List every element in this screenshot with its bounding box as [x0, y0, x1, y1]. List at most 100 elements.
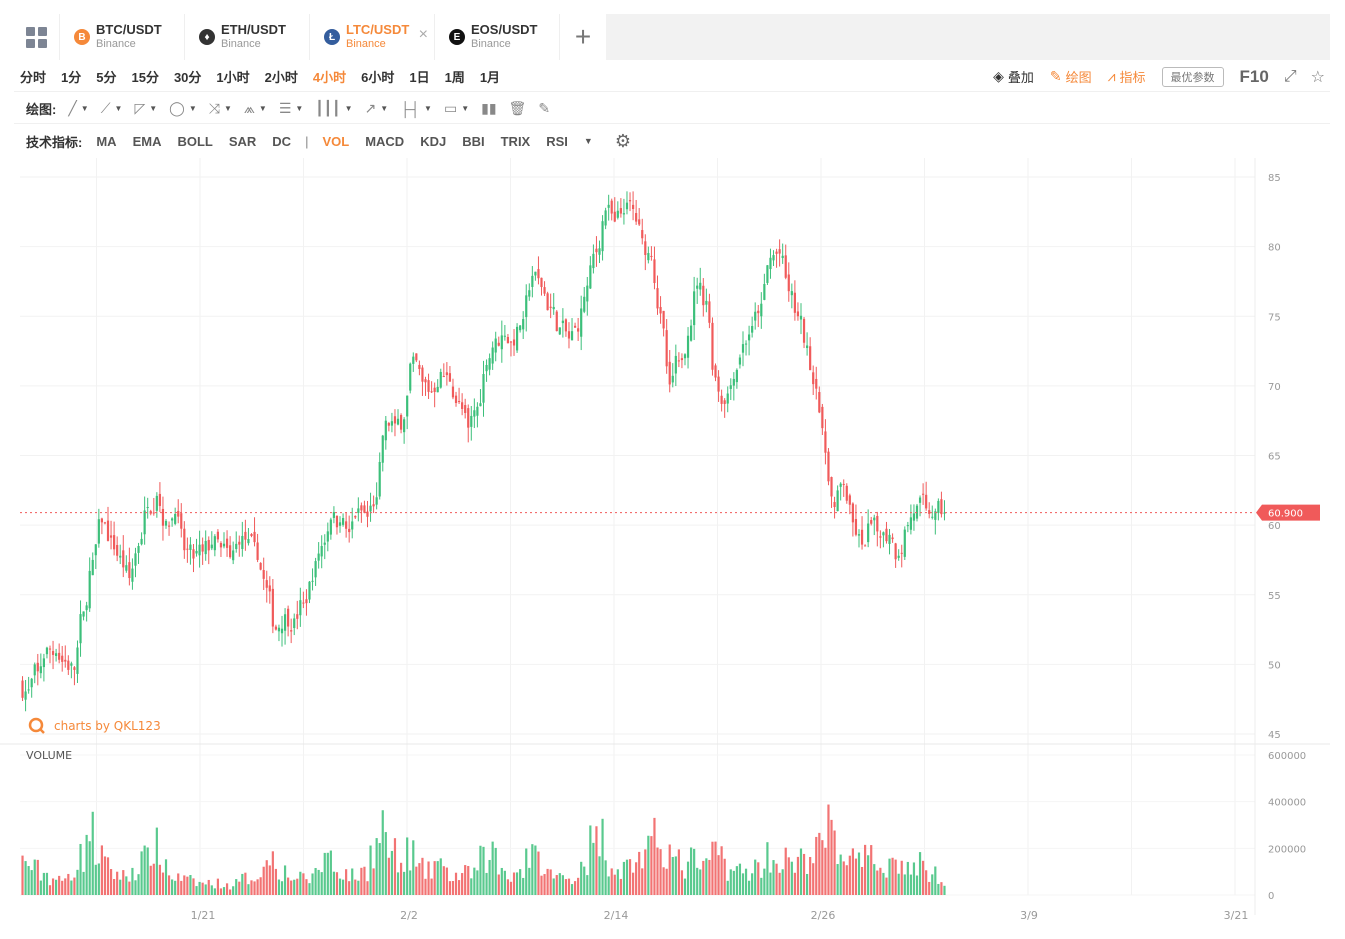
bars-tool[interactable]: ▮▮: [475, 100, 502, 117]
pair-tab[interactable]: E EOS/USDT Binance: [435, 14, 560, 60]
f10-button[interactable]: F10: [1239, 66, 1269, 86]
interval-button[interactable]: 1小时: [216, 70, 250, 85]
wave-tool[interactable]: ⩕ ▼: [238, 100, 273, 117]
more-indicators-icon[interactable]: ▼: [583, 136, 593, 146]
add-tab-button[interactable]: +: [574, 21, 592, 52]
candle: [45, 646, 49, 659]
caret-down-icon: ▼: [461, 104, 470, 113]
candle: [561, 308, 564, 338]
volume-bar: [805, 873, 809, 895]
candle: [97, 508, 100, 548]
overlay-button[interactable]: ◈ 叠加: [987, 67, 1040, 86]
interval-button[interactable]: 1日: [409, 70, 430, 85]
volume-bar: [259, 877, 262, 895]
candle-body: [290, 630, 293, 632]
indicator-sar[interactable]: SAR: [228, 133, 257, 149]
interval-button[interactable]: 5分: [96, 70, 117, 85]
volume-bar: [644, 849, 647, 895]
indicator-bbi[interactable]: BBI: [462, 133, 485, 149]
candle-body: [76, 647, 79, 674]
volume-bar: [601, 818, 604, 895]
interval-button[interactable]: 4小时: [312, 70, 347, 85]
channel-tool[interactable]: ◸ ▼: [128, 100, 163, 117]
interval-button[interactable]: 1分: [61, 70, 82, 85]
candle: [809, 337, 812, 371]
close-icon[interactable]: ×: [418, 26, 428, 43]
indicator-trix[interactable]: TRIX: [500, 133, 531, 149]
interval-button[interactable]: 30分: [173, 70, 202, 85]
tab-text: BTC/USDT Binance: [96, 23, 162, 51]
measure-tool[interactable]: ├┤ ▼: [394, 101, 438, 117]
indicator-kdj[interactable]: KDJ: [420, 133, 447, 149]
indicator-ema[interactable]: EMA: [132, 133, 162, 149]
indicator-macd[interactable]: MACD: [365, 133, 405, 149]
volume-bar: [42, 872, 45, 895]
volume-bar: [702, 860, 705, 895]
price-tick-label: 45: [1268, 730, 1281, 741]
preferences-button[interactable]: 最优参数: [1161, 66, 1224, 87]
candle-body: [647, 253, 650, 261]
gann-tool[interactable]: ┃┃┃ ▼: [309, 100, 358, 117]
interval-button[interactable]: 1周: [444, 70, 465, 85]
volume-bar: [360, 867, 363, 895]
volume-bar: [561, 875, 564, 895]
arrow-tool[interactable]: ↗ ▼: [359, 100, 395, 117]
indicator-button[interactable]: ⩘ 指标: [1102, 67, 1152, 86]
candle-body: [751, 325, 754, 333]
volume-bar: [67, 873, 70, 895]
candle-body: [155, 495, 158, 511]
candle-body: [308, 581, 311, 600]
candle: [665, 319, 668, 374]
star-icon[interactable]: ☆: [1310, 68, 1325, 86]
candle: [644, 234, 647, 271]
pair-tab[interactable]: Ł LTC/USDT Binance ×: [310, 14, 435, 60]
candle-body: [64, 659, 67, 662]
fullscreen-icon[interactable]: ⤢: [1283, 67, 1297, 85]
volume-bar: [137, 874, 140, 895]
interval-button[interactable]: 15分: [131, 70, 159, 85]
gear-icon[interactable]: ⚙: [614, 130, 631, 151]
candle: [693, 276, 696, 341]
interval-button[interactable]: 2小时: [264, 70, 298, 85]
indicator-ma[interactable]: MA: [96, 133, 117, 149]
indicator-separator: |: [305, 133, 309, 149]
candle: [421, 365, 424, 396]
candle-body: [143, 510, 146, 535]
pair-tab[interactable]: ♦ ETH/USDT Binance: [185, 14, 310, 60]
candle: [897, 549, 900, 561]
trash-tool[interactable]: 🗑: [503, 100, 533, 117]
indicator-rsi[interactable]: RSI: [546, 133, 568, 149]
candle: [280, 615, 284, 647]
indicator-dc[interactable]: DC: [272, 133, 292, 149]
indicator-boll[interactable]: BOLL: [177, 133, 213, 149]
text-tool[interactable]: ▭ ▼: [438, 100, 475, 117]
volume-bar: [625, 859, 629, 895]
line-tool[interactable]: ╱ ▼: [62, 100, 94, 117]
indicator-vol[interactable]: VOL: [322, 133, 350, 149]
eraser-tool[interactable]: ✎: [532, 100, 556, 117]
layout-grid-icon[interactable]: [14, 14, 60, 60]
volume-bar: [39, 880, 42, 895]
volume-bar: [79, 843, 82, 895]
volume-bar: [772, 860, 775, 895]
ray-tool[interactable]: ⟋ ▼: [95, 100, 129, 117]
draw-button[interactable]: ✎ 绘图: [1044, 67, 1098, 86]
fib-tool[interactable]: ☰ ▼: [273, 100, 309, 117]
candle-body: [403, 419, 406, 433]
interval-button[interactable]: 分时: [20, 70, 47, 85]
candle: [824, 419, 827, 465]
interval-button[interactable]: 6小时: [361, 70, 395, 85]
price-chart[interactable]: 45 50 55 60 65 70 75 80 85 0 200000 400000 600000 1/2…: [0, 158, 1345, 939]
candle: [442, 363, 445, 378]
pattern-tool[interactable]: ⤨ ▼: [203, 100, 238, 117]
candle-body: [555, 311, 558, 332]
interval-button[interactable]: 1月: [479, 70, 501, 85]
candle: [274, 624, 278, 631]
volume-bar: [55, 879, 58, 895]
volume-bar: [296, 878, 299, 895]
shape-tool[interactable]: ◯ ▼: [163, 100, 203, 117]
pair-tab[interactable]: B BTC/USDT Binance: [60, 14, 185, 60]
candle: [381, 434, 384, 472]
candle: [552, 293, 555, 315]
candle: [155, 492, 158, 518]
